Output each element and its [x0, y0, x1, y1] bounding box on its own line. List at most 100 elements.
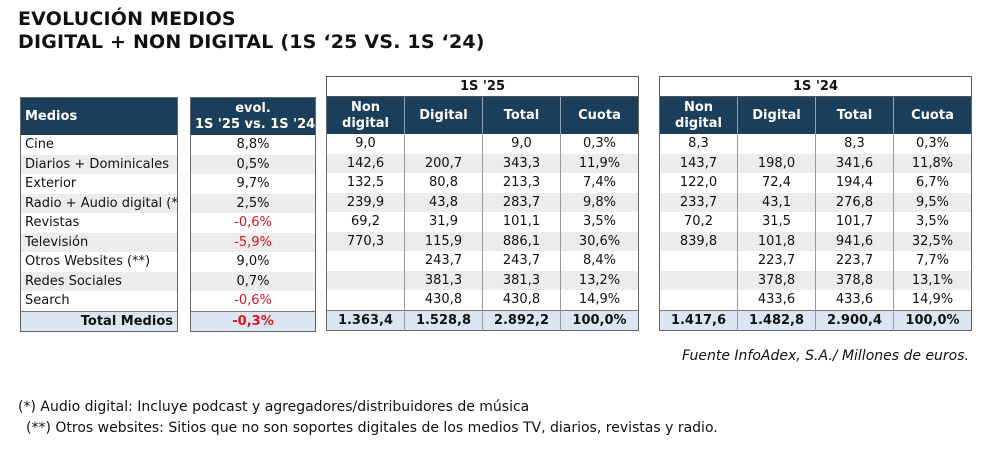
title-line-2: DIGITAL + NON DIGITAL (1S ‘25 VS. 1S ‘24…: [18, 31, 485, 53]
evolution-value: -5,9%: [190, 232, 316, 252]
source-note: Fuente InfoAdex, S.A./ Millones de euros…: [682, 348, 969, 364]
cuota-value: 7,7%: [892, 251, 972, 271]
table-row: Redes Sociales: [20, 271, 178, 291]
digital-value: 381,3: [404, 270, 483, 290]
digital-value: 433,6: [737, 290, 816, 310]
medio-label: Revistas: [25, 215, 80, 231]
non-digital-value: 233,7: [659, 192, 738, 212]
total-value: 283,7: [482, 192, 561, 212]
cuota-value: 30,6%: [559, 231, 639, 251]
col-non-digital: Non digital: [659, 96, 738, 134]
total-value: 430,8: [482, 290, 561, 310]
cuota-value: 11,8%: [892, 153, 972, 173]
table-row: Radio + Audio digital (*): [20, 193, 178, 213]
medio-label: Televisión: [20, 232, 178, 252]
table-row: 8,3 8,3 0,3%: [660, 134, 972, 154]
non-digital-value: 69,2: [351, 214, 380, 230]
non-digital-value: 122,0: [679, 175, 718, 191]
medio-label: Cine: [25, 137, 54, 153]
total-value: 276,8: [815, 192, 894, 212]
table-row: 9,0 9,0 0,3%: [327, 134, 639, 154]
total-value: 886,1: [482, 231, 561, 251]
evolution-value: 8,8%: [236, 137, 270, 153]
table-row: 0,7%: [190, 271, 316, 291]
total-value: 941,6: [815, 231, 894, 251]
table-row: 233,7 43,1 276,8 9,5%: [659, 192, 972, 212]
total-value: 101,7: [815, 212, 894, 232]
total-row: 1.417,6 1.482,8 2.900,4 100,0%: [659, 309, 972, 331]
evolution-value: 0,5%: [190, 154, 316, 174]
total-value: 378,8: [815, 270, 894, 290]
total-label: Total Medios: [20, 310, 178, 332]
period-table-1s25: 1S '25 Non digital Digital Total Cuota 9,…: [325, 76, 640, 331]
non-digital-value: [327, 290, 405, 310]
table-row: 142,6 200,7 343,3 11,9%: [326, 153, 639, 173]
digital-value: 72,4: [737, 173, 816, 193]
non-digital-value: 8,3: [688, 136, 709, 152]
table-row: 69,2 31,9 101,1 3,5%: [327, 212, 639, 232]
total-value: 8,3: [815, 134, 894, 154]
non-digital-value: [327, 251, 405, 271]
digital-value: [737, 134, 816, 154]
non-digital-value: 839,8: [659, 231, 738, 251]
evolution-header: evol. 1S '25 vs. 1S '24: [190, 97, 316, 135]
col-non-digital-line-2: digital: [342, 115, 389, 131]
col-total: Total: [815, 96, 894, 134]
cuota-value: 8,4%: [559, 251, 639, 271]
non-digital-value: [660, 290, 738, 310]
table-row: 223,7 223,7 7,7%: [660, 251, 972, 271]
evolution-value: 9,0%: [236, 254, 270, 270]
table-row: 430,8 430,8 14,9%: [327, 290, 639, 310]
total-value: 223,7: [815, 251, 894, 271]
total-row: -0,3%: [190, 310, 316, 332]
cuota-value: 3,5%: [892, 212, 972, 232]
title-line-1: EVOLUCIÓN MEDIOS: [18, 8, 236, 30]
col-non-digital-line-1: Non: [350, 99, 381, 115]
table-row: -0,6%: [191, 213, 316, 233]
digital-value: 43,1: [737, 192, 816, 212]
footnote-audio-digital: (*) Audio digital: Incluye podcast y agr…: [18, 399, 530, 415]
cuota-value: 9,8%: [559, 192, 639, 212]
medio-label: Radio + Audio digital (*): [20, 193, 178, 213]
table-row: 8,8%: [191, 135, 316, 155]
total-value: 9,0: [482, 134, 561, 154]
table-row: 381,3 381,3 13,2%: [326, 270, 639, 290]
table-row: -5,9%: [190, 232, 316, 252]
total-value: 213,3: [482, 173, 561, 193]
period-header-1s24: 1S '24: [658, 76, 973, 97]
table-row: Exterior: [21, 174, 178, 194]
table-row: 122,0 72,4 194,4 6,7%: [660, 173, 972, 193]
total-digital-value: 1.482,8: [737, 309, 816, 331]
table-row: 770,3 115,9 886,1 30,6%: [326, 231, 639, 251]
total-non-digital-value: 1.417,6: [659, 309, 738, 331]
cuota-value: 32,5%: [892, 231, 972, 251]
period-table-1s24: 1S '24 Non digital Digital Total Cuota 8,…: [658, 76, 973, 331]
evolution-value: -0,6%: [234, 293, 272, 309]
digital-value: [404, 134, 483, 154]
digital-value: 200,7: [404, 153, 483, 173]
medio-label: Search: [25, 293, 70, 309]
evolution-value: -0,6%: [234, 215, 272, 231]
cuota-value: 7,4%: [559, 173, 639, 193]
evolution-table: evol. 1S '25 vs. 1S '24 8,8% 0,5% 9,7% 2,5%…: [190, 97, 316, 332]
digital-value: 378,8: [737, 270, 816, 290]
medios-table: Medios Cine Diarios + Dominicales Exterior…: [20, 97, 178, 332]
total-value: 381,3: [482, 270, 561, 290]
table-row: -0,6%: [191, 291, 316, 311]
page-title: EVOLUCIÓN MEDIOS DIGITAL + NON DIGITAL (…: [18, 8, 485, 54]
medios-header: Medios: [20, 97, 178, 135]
table-row: Diarios + Dominicales: [20, 154, 178, 174]
total-row: Total Medios: [20, 310, 178, 332]
medio-label: Redes Sociales: [20, 271, 178, 291]
cuota-value: 13,1%: [892, 270, 972, 290]
table-row: 239,9 43,8 283,7 9,8%: [326, 192, 639, 212]
table-row: 2,5%: [190, 193, 316, 213]
medio-label: Diarios + Dominicales: [20, 154, 178, 174]
total-value: 101,1: [482, 212, 561, 232]
non-digital-value: [659, 270, 738, 290]
non-digital-value: [326, 270, 405, 290]
non-digital-value: 142,6: [326, 153, 405, 173]
total-total-value: 2.892,2: [482, 309, 561, 331]
digital-value: 115,9: [404, 231, 483, 251]
table-row: 132,5 80,8 213,3 7,4%: [327, 173, 639, 193]
